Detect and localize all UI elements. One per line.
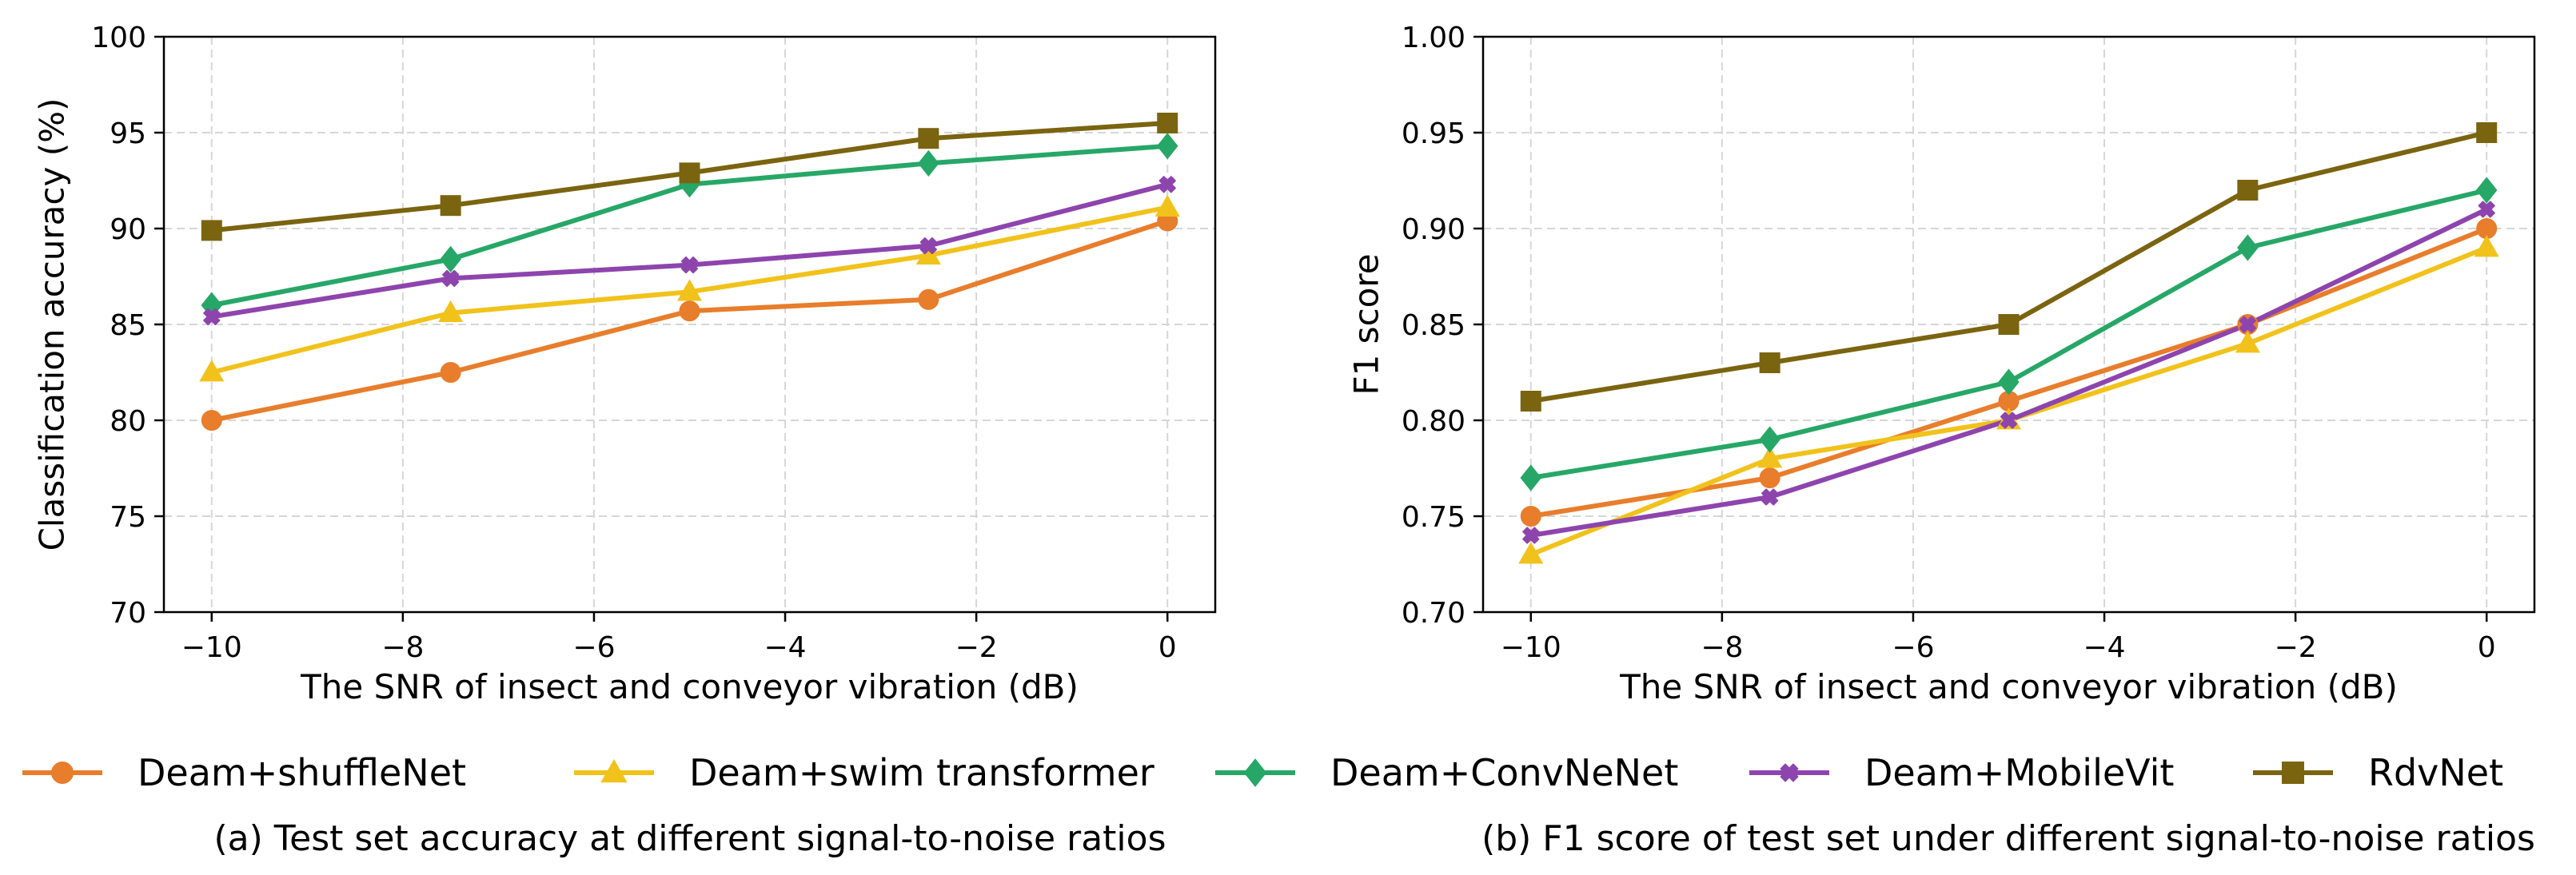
data-point xyxy=(919,237,937,255)
x-tick-label: −2 xyxy=(955,631,998,664)
y-tick-label: 80 xyxy=(110,405,146,438)
data-point xyxy=(1520,391,1541,412)
data-point xyxy=(1520,506,1541,527)
legend-label: Deam+MobileVit xyxy=(1864,751,2174,794)
caption-b: (b) F1 score of test set under different… xyxy=(1481,818,2535,859)
data-point xyxy=(2000,412,2018,429)
series-line-rdvnet xyxy=(1530,130,2487,404)
legend-item: RdvNet xyxy=(2253,751,2503,794)
data-point xyxy=(2237,180,2259,201)
y-tick-label: 75 xyxy=(110,501,146,534)
legend-marker-triangle xyxy=(600,759,628,783)
legend-marker-circle xyxy=(51,762,74,784)
data-point xyxy=(1157,113,1178,133)
data-point xyxy=(679,162,700,184)
data-point xyxy=(2476,122,2498,143)
data-point xyxy=(918,128,939,149)
y-axis-label: F1 score xyxy=(1347,253,1386,395)
chart-panel-accuracy: −10 −8 −6 −4 −2 0 70 75 80 85 90 95 100 The SNR of in… xyxy=(33,22,1217,706)
data-point xyxy=(442,269,460,287)
data-point xyxy=(1759,352,1780,373)
data-point xyxy=(2478,201,2495,218)
data-point xyxy=(2235,331,2260,353)
y-axis-label: Classification accuracy (%) xyxy=(33,98,72,551)
y-tick-label: 90 xyxy=(110,213,146,246)
x-tick-label: −8 xyxy=(381,631,424,664)
data-point xyxy=(1520,464,1542,491)
data-point xyxy=(1761,488,1779,506)
legend-item: Deam+ConvNeNet xyxy=(1215,751,1678,794)
legend-item: Deam+shuffleNet xyxy=(22,751,466,794)
data-point xyxy=(1759,426,1780,453)
x-tick-label: 0 xyxy=(1158,631,1177,664)
data-point xyxy=(915,242,941,264)
data-point xyxy=(203,308,221,325)
data-point xyxy=(1518,542,1544,564)
y-tick-label: 95 xyxy=(110,117,146,150)
data-point xyxy=(1998,314,2020,335)
data-point xyxy=(1158,176,1176,193)
legend-label: Deam+swim transformer xyxy=(689,751,1154,794)
y-tick-label: 0.70 xyxy=(1402,597,1465,630)
legend-label: RdvNet xyxy=(2368,751,2503,794)
data-point xyxy=(1998,368,2020,396)
data-point xyxy=(440,362,461,383)
y-tick-label: 0.95 xyxy=(1402,117,1465,150)
x-tick-label: −10 xyxy=(1501,631,1561,664)
x-tick-label: −6 xyxy=(1892,631,1934,664)
legend-label: Deam+shuffleNet xyxy=(138,751,466,794)
legend-marker-x xyxy=(1780,763,1799,782)
data-point xyxy=(2475,177,2498,204)
caption-a: (a) Test set accuracy at different signa… xyxy=(214,818,1166,859)
data-point xyxy=(2239,316,2256,333)
y-tick-label: 70 xyxy=(110,597,146,630)
data-point xyxy=(1757,446,1783,468)
legend-marker-diamond xyxy=(1243,758,1267,787)
data-point xyxy=(1156,133,1178,160)
x-tick-label: −4 xyxy=(2084,631,2126,664)
data-point xyxy=(199,360,225,382)
x-tick-label: −2 xyxy=(2275,631,2317,664)
y-tick-label: 0.75 xyxy=(1402,501,1465,534)
data-point xyxy=(2474,235,2499,257)
data-point xyxy=(918,149,939,177)
data-point xyxy=(918,288,939,310)
legend: Deam+shuffleNet Deam+swim transformer Deam… xyxy=(22,751,2503,794)
y-tick-label: 100 xyxy=(91,22,146,54)
data-point xyxy=(2237,234,2259,261)
legend-item: Deam+swim transformer xyxy=(574,751,1154,794)
data-point xyxy=(201,220,222,241)
legend-item: Deam+MobileVit xyxy=(1749,751,2174,794)
data-point xyxy=(1154,194,1180,217)
data-point xyxy=(676,279,703,301)
x-tick-label: −8 xyxy=(1701,631,1743,664)
x-axis-label: The SNR of insect and conveyor vibration… xyxy=(1619,667,2398,706)
x-tick-label: −6 xyxy=(572,631,615,664)
x-tick-label: −4 xyxy=(764,631,807,664)
x-tick-label: −10 xyxy=(181,631,242,664)
y-tick-label: 1.00 xyxy=(1402,22,1465,54)
x-axis-label: The SNR of insect and conveyor vibration… xyxy=(300,667,1079,706)
data-point xyxy=(440,245,461,273)
data-point xyxy=(1522,527,1540,544)
y-tick-label: 0.85 xyxy=(1402,309,1465,342)
y-tick-label: 85 xyxy=(110,309,146,342)
y-tick-label: 0.90 xyxy=(1402,213,1465,246)
chart-panel-f1: −10 −8 −6 −4 −2 0 0.70 0.75 0.80 0.85 0.90 0.95 1.00… xyxy=(1347,22,2536,706)
data-point xyxy=(680,257,699,274)
data-point xyxy=(440,195,461,217)
legend-marker-square xyxy=(2282,762,2304,784)
data-point xyxy=(679,300,700,322)
x-tick-label: 0 xyxy=(2478,631,2496,664)
data-point xyxy=(1759,467,1780,488)
data-point xyxy=(438,300,464,322)
data-point xyxy=(201,410,222,431)
legend-label: Deam+ConvNeNet xyxy=(1330,751,1678,794)
y-tick-label: 0.80 xyxy=(1402,405,1465,438)
